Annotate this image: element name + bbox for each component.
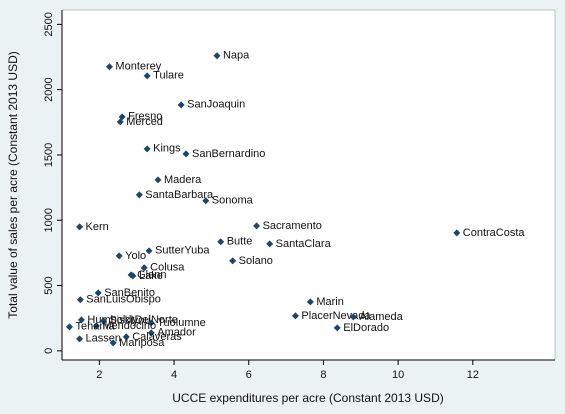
point: [116, 118, 124, 126]
point: [154, 176, 162, 184]
point: [129, 272, 137, 280]
point: [266, 240, 274, 248]
point-label: SutterYuba: [155, 245, 210, 257]
y-tick-label: 2000: [43, 77, 55, 101]
point: [76, 335, 84, 343]
point: [213, 52, 221, 60]
point-label: Colusa: [150, 262, 185, 274]
point: [105, 63, 113, 71]
point-label: Sonoma: [212, 195, 254, 207]
point-label: Mariposa: [119, 337, 165, 349]
point-label: Monterey: [115, 61, 161, 73]
point-label: Siskiyou: [109, 315, 150, 327]
y-tick-label: 1000: [43, 208, 55, 232]
point: [229, 257, 237, 265]
point-label: Butte: [227, 236, 253, 248]
point: [291, 312, 299, 320]
x-tick-label: 10: [392, 369, 404, 381]
point-label: Tuolumne: [157, 317, 206, 329]
point: [77, 316, 85, 324]
point-label: Alameda: [359, 311, 403, 323]
point-label: SantaBarbara: [145, 189, 214, 201]
point: [135, 191, 143, 199]
point: [453, 229, 461, 237]
point-label: SanBenito: [104, 287, 155, 299]
x-tick-label: 4: [171, 369, 177, 381]
point-label: SanBernardino: [192, 148, 265, 160]
point: [143, 145, 151, 153]
point: [122, 333, 130, 341]
point-label: Mendocino: [102, 320, 156, 332]
point-label: Madera: [164, 174, 202, 186]
point: [109, 339, 117, 347]
point: [143, 72, 151, 80]
point: [76, 223, 84, 231]
point-label: Yolo: [125, 250, 146, 262]
point: [349, 313, 357, 321]
x-tick-label: 6: [246, 369, 252, 381]
point: [333, 324, 341, 332]
point-label: Amador: [157, 327, 196, 339]
point: [253, 222, 261, 230]
point: [76, 296, 84, 304]
point-label: Glenn: [137, 269, 166, 281]
point-label: Marin: [316, 296, 344, 308]
point: [182, 150, 190, 158]
x-tick-label: 8: [320, 369, 326, 381]
point-label: SanLuisObispo: [86, 294, 161, 306]
point: [147, 329, 155, 337]
point-label: Merced: [126, 116, 163, 128]
point: [217, 238, 225, 246]
point-label: Napa: [223, 50, 250, 62]
point: [92, 322, 100, 330]
point-label: Sacramento: [263, 220, 322, 232]
point: [140, 264, 148, 272]
y-tick-label: 2500: [43, 12, 55, 36]
point-label: ElDorado: [343, 322, 389, 334]
y-tick-label: 0: [43, 348, 55, 354]
point-label: SantaClara: [276, 238, 332, 250]
point: [94, 289, 102, 297]
point-label: Kings: [153, 143, 181, 155]
y-axis-title: Total value of sales per acre (Constant …: [6, 51, 20, 318]
point-label: Kern: [86, 221, 109, 233]
point: [306, 298, 314, 306]
x-tick-label: 2: [96, 369, 102, 381]
point: [115, 252, 123, 260]
point-label: Fresno: [128, 111, 162, 123]
point: [99, 317, 107, 325]
point-label: Tehama: [75, 321, 115, 333]
x-tick-label: 12: [467, 369, 479, 381]
point-label: Tulare: [153, 70, 184, 82]
point: [177, 101, 185, 109]
point-label: ContraCosta: [463, 227, 526, 239]
point-label: HumboldtDelNorte: [87, 314, 177, 326]
x-axis-title: UCCE expenditures per acre (Constant 201…: [172, 391, 443, 405]
point-label: Calaveras: [132, 331, 182, 343]
point: [65, 323, 73, 331]
point: [147, 319, 155, 327]
point-label: Solano: [239, 255, 273, 267]
point-label: SanJoaquin: [187, 99, 245, 111]
y-tick-label: 500: [43, 276, 55, 294]
y-tick-label: 1500: [43, 143, 55, 167]
point: [202, 197, 210, 205]
point-label: Lake: [139, 270, 163, 282]
point: [145, 247, 153, 255]
